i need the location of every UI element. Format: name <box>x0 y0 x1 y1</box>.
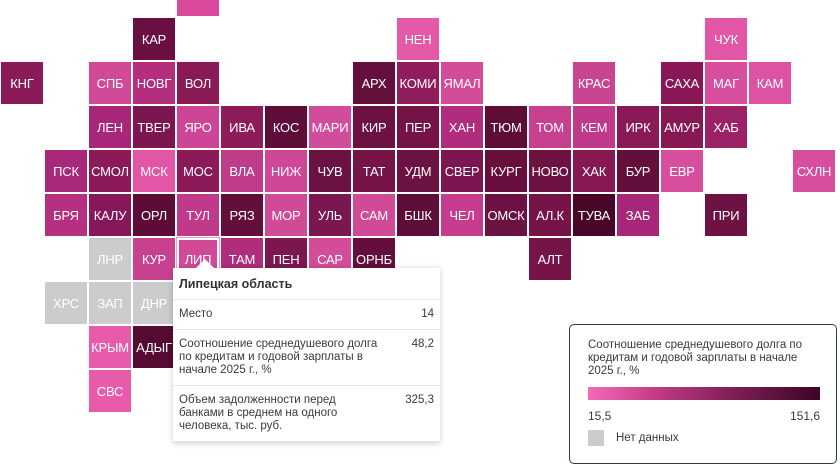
tooltip-value: 325,3 <box>405 394 434 406</box>
region-tile[interactable]: ХРС <box>45 282 87 324</box>
no-data-swatch <box>588 430 604 446</box>
region-tile[interactable]: УДМ <box>397 150 439 192</box>
region-tile[interactable]: ДНР <box>133 282 175 324</box>
region-tile[interactable]: ЕВР <box>661 150 703 192</box>
region-tile[interactable]: ТВЕР <box>133 106 175 148</box>
region-tile[interactable]: САХА <box>661 62 703 104</box>
region-tile[interactable]: БРЯ <box>45 194 87 236</box>
legend-gradient-bar <box>588 387 820 400</box>
region-tile[interactable]: ОРЛ <box>133 194 175 236</box>
legend-no-data: Нет данных <box>588 430 818 446</box>
region-tile[interactable]: ИРК <box>617 106 659 148</box>
legend-title: Соотношение среднедушевого долга по кред… <box>588 339 803 377</box>
region-tile[interactable]: БШК <box>397 194 439 236</box>
region-tile[interactable]: НЕН <box>397 18 439 60</box>
tooltip-row-ratio: Соотношение среднедушевого долга по кред… <box>173 330 440 386</box>
region-tile[interactable]: ЗАП <box>89 282 131 324</box>
region-tile[interactable]: КАМ <box>749 62 791 104</box>
region-tile[interactable]: БУР <box>617 150 659 192</box>
tooltip-value: 14 <box>421 308 434 320</box>
region-tile[interactable]: ЗАБ <box>617 194 659 236</box>
region-tile[interactable]: НОВО <box>529 150 571 192</box>
region-tile[interactable]: МАРИ <box>309 106 351 148</box>
region-tile[interactable]: АРХ <box>353 62 395 104</box>
region-tile[interactable]: КЕМ <box>573 106 615 148</box>
tooltip-caret <box>195 259 215 269</box>
region-tile[interactable] <box>177 0 219 16</box>
legend-max: 151,6 <box>789 409 820 423</box>
region-tile[interactable]: ВЛА <box>221 150 263 192</box>
tooltip-row-rank: Место 14 <box>173 300 440 330</box>
region-tile[interactable]: НОВГ <box>133 62 175 104</box>
region-tile[interactable]: СХЛН <box>793 150 835 192</box>
tile-grid-map: КАР НЕН ЧУК КНГ СПБ НОВГ ВОЛ АРХ КОМИ ЯМАЛ КРАС САХ… <box>1 0 835 412</box>
region-tile[interactable]: ТУЛ <box>177 194 219 236</box>
region-tile[interactable]: КИР <box>353 106 395 148</box>
region-tile[interactable]: ПСК <box>45 150 87 192</box>
tooltip-label: Место <box>179 308 213 320</box>
region-tile[interactable]: КРЫМ <box>89 326 131 368</box>
tooltip-value: 48,2 <box>411 338 434 350</box>
region-tile[interactable]: ПРИ <box>705 194 747 236</box>
region-tile[interactable]: МОС <box>177 150 219 192</box>
region-tile[interactable]: АЛТ <box>529 238 571 280</box>
region-tile[interactable]: УЛЬ <box>309 194 351 236</box>
region-tile[interactable]: ВОЛ <box>177 62 219 104</box>
region-tile[interactable]: ХАК <box>573 150 615 192</box>
region-tile[interactable]: ПЕР <box>397 106 439 148</box>
region-tile[interactable]: МОР <box>265 194 307 236</box>
region-tile[interactable]: КОС <box>265 106 307 148</box>
region-tile[interactable]: КОМИ <box>397 62 439 104</box>
region-tile[interactable]: ТОМ <box>529 106 571 148</box>
region-tile[interactable]: ЯРО <box>177 106 219 148</box>
region-tile[interactable]: КНГ <box>1 62 43 104</box>
tooltip-label: Объем задолженности перед банками в сред… <box>179 394 338 432</box>
no-data-label: Нет данных <box>616 432 679 444</box>
region-tooltip: Липецкая область Место 14 Соотношение ср… <box>173 259 440 442</box>
region-tile[interactable]: КАЛУ <box>89 194 131 236</box>
region-tile[interactable]: ОМСК <box>485 194 527 236</box>
region-tile[interactable]: КАР <box>133 18 175 60</box>
color-legend: Соотношение среднедушевого долга по кред… <box>569 324 837 464</box>
region-tile[interactable]: ЧЕЛ <box>441 194 483 236</box>
region-tile[interactable]: ТАТ <box>353 150 395 192</box>
region-tile[interactable]: СВС <box>89 370 131 412</box>
region-tile[interactable]: КРАС <box>573 62 615 104</box>
tooltip-title: Липецкая область <box>173 268 440 300</box>
region-tile[interactable]: ЛНР <box>89 238 131 280</box>
legend-min: 15,5 <box>588 409 612 423</box>
region-tile[interactable]: АЛ.К <box>529 194 571 236</box>
region-tile[interactable]: КУР <box>133 238 175 280</box>
region-tile[interactable]: ЯМАЛ <box>441 62 483 104</box>
region-tile[interactable]: ТЮМ <box>485 106 527 148</box>
region-tile[interactable]: ХАБ <box>705 106 747 148</box>
legend-scale: 15,5 151,6 <box>588 409 820 423</box>
region-tile[interactable]: СВЕР <box>441 150 483 192</box>
tooltip-row-debt: Объем задолженности перед банками в сред… <box>173 386 440 442</box>
region-tile[interactable]: АМУР <box>661 106 703 148</box>
region-tile[interactable]: АДЫГ <box>133 326 175 368</box>
region-tile[interactable]: ХАН <box>441 106 483 148</box>
region-tile[interactable]: МАГ <box>705 62 747 104</box>
region-tile[interactable]: КУРГ <box>485 150 527 192</box>
region-tile[interactable]: НИЖ <box>265 150 307 192</box>
region-tile[interactable]: ЧУВ <box>309 150 351 192</box>
region-tile[interactable]: СМОЛ <box>89 150 131 192</box>
region-tile[interactable]: ЛЕН <box>89 106 131 148</box>
region-tile[interactable]: МСК <box>133 150 175 192</box>
region-tile[interactable]: СПБ <box>89 62 131 104</box>
region-tile[interactable]: САМ <box>353 194 395 236</box>
tooltip-label: Соотношение среднедушевого долга по кред… <box>179 338 378 376</box>
region-tile[interactable]: ТУВА <box>573 194 615 236</box>
region-tile[interactable]: ЧУК <box>705 18 747 60</box>
region-tile[interactable]: ИВА <box>221 106 263 148</box>
region-tile[interactable]: РЯЗ <box>221 194 263 236</box>
